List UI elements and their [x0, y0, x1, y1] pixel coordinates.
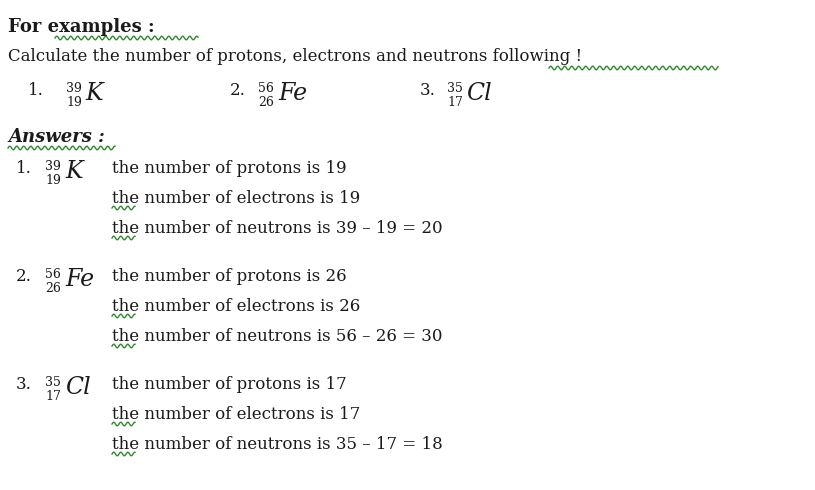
Text: the number of electrons is 19: the number of electrons is 19 [112, 190, 360, 207]
Text: 17: 17 [447, 96, 463, 109]
Text: 39: 39 [45, 160, 61, 173]
Text: the number of electrons is 17: the number of electrons is 17 [112, 406, 360, 423]
Text: the number of protons is 26: the number of protons is 26 [112, 268, 346, 285]
Text: K: K [85, 82, 103, 105]
Text: 2.: 2. [230, 82, 246, 99]
Text: the number of neutrons is 56 – 26 = 30: the number of neutrons is 56 – 26 = 30 [112, 328, 443, 345]
Text: the number of neutrons is 39 – 19 = 20: the number of neutrons is 39 – 19 = 20 [112, 220, 443, 237]
Text: 56: 56 [45, 268, 61, 281]
Text: 39: 39 [66, 82, 82, 95]
Text: the number of protons is 17: the number of protons is 17 [112, 376, 346, 393]
Text: Cl: Cl [466, 82, 491, 105]
Text: 2.: 2. [16, 268, 32, 285]
Text: 3.: 3. [16, 376, 32, 393]
Text: 19: 19 [66, 96, 82, 109]
Text: Answers :: Answers : [8, 128, 105, 146]
Text: 1.: 1. [28, 82, 44, 99]
Text: 3.: 3. [420, 82, 436, 99]
Text: the number of neutrons is 35 – 17 = 18: the number of neutrons is 35 – 17 = 18 [112, 436, 443, 453]
Text: For examples :: For examples : [8, 18, 155, 36]
Text: Cl: Cl [65, 376, 90, 399]
Text: Fe: Fe [65, 268, 94, 291]
Text: Calculate the number of protons, electrons and neutrons following !: Calculate the number of protons, electro… [8, 48, 582, 65]
Text: 19: 19 [45, 174, 61, 187]
Text: 26: 26 [45, 282, 61, 295]
Text: 35: 35 [45, 376, 61, 389]
Text: 56: 56 [258, 82, 274, 95]
Text: Fe: Fe [278, 82, 307, 105]
Text: K: K [65, 160, 82, 183]
Text: 1.: 1. [16, 160, 32, 177]
Text: 17: 17 [45, 390, 61, 403]
Text: 26: 26 [258, 96, 274, 109]
Text: the number of protons is 19: the number of protons is 19 [112, 160, 346, 177]
Text: the number of electrons is 26: the number of electrons is 26 [112, 298, 360, 315]
Text: 35: 35 [447, 82, 463, 95]
